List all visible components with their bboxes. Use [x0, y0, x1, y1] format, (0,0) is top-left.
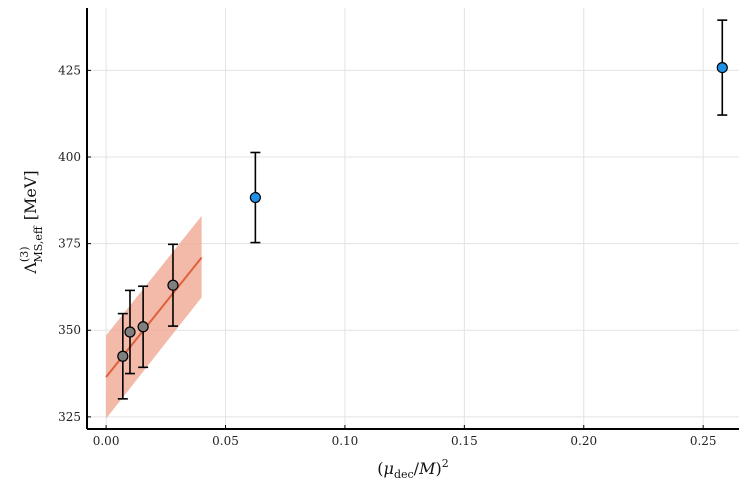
y-tick-label-2: 375 [58, 237, 81, 251]
y-tick-label-0: 325 [58, 410, 81, 424]
y-tick-label-1: 350 [58, 323, 81, 337]
y-axis-title: Λ(3)MS,eff[MeV] [18, 170, 45, 274]
data-point-3 [167, 279, 179, 291]
x-tick-label-0: 0.00 [93, 434, 120, 448]
data-point-0 [117, 350, 129, 362]
data-point-1 [124, 326, 136, 338]
y-tick-label-3: 400 [58, 150, 81, 164]
axes [86, 8, 739, 430]
x-axis-title: (μdec/M)2 [377, 457, 448, 481]
data-point-2 [137, 321, 149, 333]
x-tick-label-1: 0.05 [212, 434, 239, 448]
x-tick-label-4: 0.20 [570, 434, 597, 448]
data-point-5 [716, 61, 728, 74]
tick-labels: 0.00 0.05 0.10 0.15 0.20 0.25 325 350 375 400 425 [58, 63, 716, 448]
y-tick-label-4: 425 [58, 63, 81, 77]
x-tick-label-2: 0.10 [332, 434, 359, 448]
data-point-4 [249, 191, 261, 204]
x-tick-label-3: 0.15 [451, 434, 478, 448]
point-layer [117, 61, 728, 362]
error-bar-layer [117, 19, 728, 400]
x-tick-label-5: 0.25 [690, 434, 717, 448]
fit-band-layer [105, 215, 203, 419]
grid [87, 8, 739, 429]
